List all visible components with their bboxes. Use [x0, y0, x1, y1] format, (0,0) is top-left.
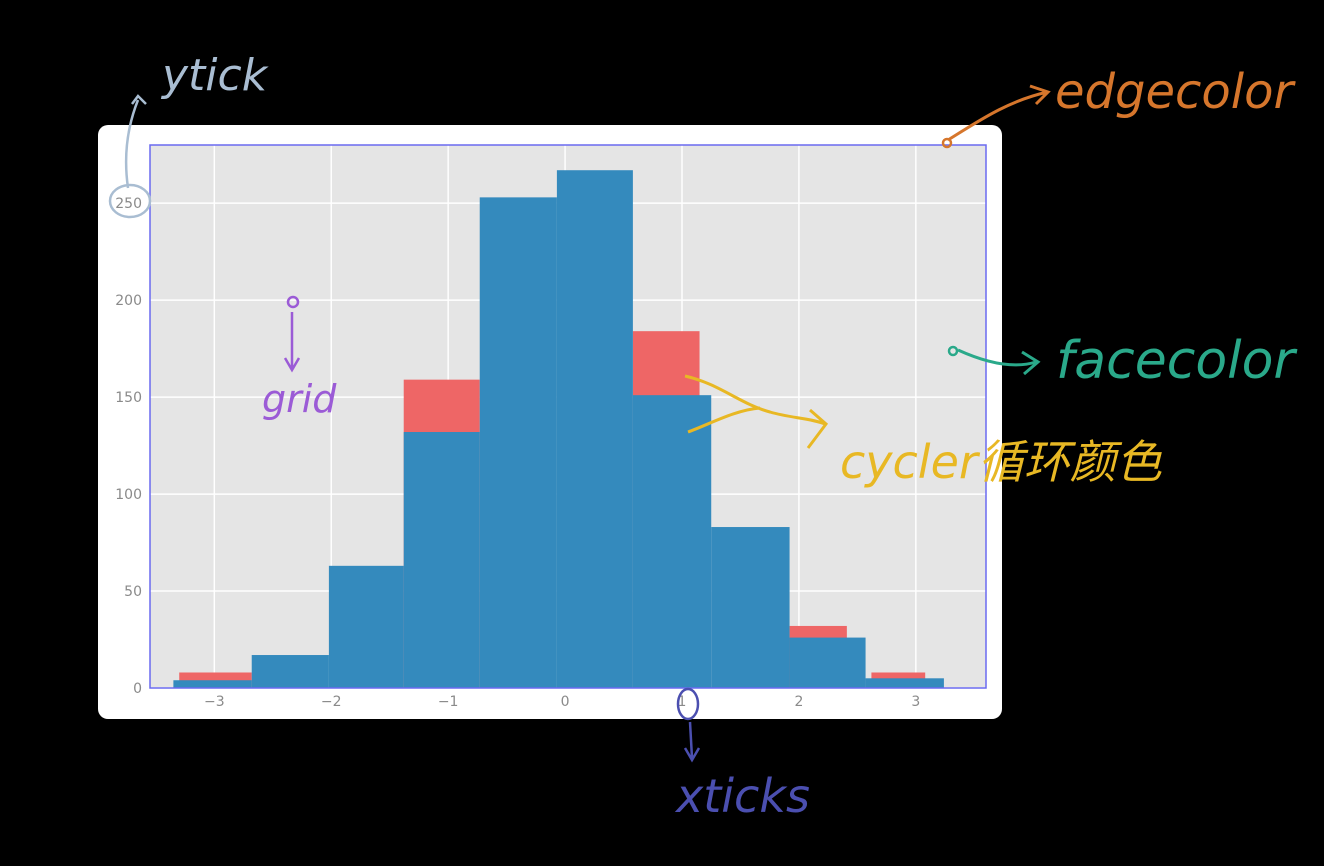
annotation-edgecolor-label: edgecolor — [1055, 64, 1296, 120]
annotation-edgecolor-dot — [941, 137, 953, 149]
annotation-xticks-arrow — [683, 721, 701, 763]
x-tick-labels: −3 −2 −1 0 1 2 3 — [204, 694, 920, 710]
annotation-yticks-circle — [108, 183, 152, 219]
annotation-xticks-label: xticks — [674, 769, 810, 823]
y-tick-label-3: 150 — [115, 390, 142, 406]
annotation-grid-dot — [286, 295, 300, 309]
bar-series-1-bin-1 — [251, 655, 329, 688]
annotation-edgecolor-arrow — [947, 84, 1051, 142]
y-tick-label-2: 100 — [115, 487, 142, 503]
annotation-cycler-label: cycler循环颜色 — [840, 435, 1163, 489]
annotation-xticks: xticks — [674, 687, 810, 823]
x-tick-label-2: −1 — [438, 694, 459, 710]
x-tick-label-5: 2 — [794, 694, 803, 710]
y-tick-labels: 0 50 100 150 200 250 — [115, 196, 142, 697]
annotation-yticks-arrow — [124, 94, 147, 189]
y-tick-label-5: 250 — [115, 196, 142, 212]
bar-series-1-bin-4 — [479, 197, 557, 688]
y-tick-label-0: 0 — [133, 681, 142, 697]
y-tick-label-4: 200 — [115, 293, 142, 309]
annotation-facecolor-arrow — [957, 348, 1041, 376]
x-tick-label-0: −3 — [204, 694, 225, 710]
x-tick-label-1: −2 — [321, 694, 342, 710]
annotation-facecolor-dot — [947, 345, 959, 357]
bar-series-1-bin-0 — [173, 680, 252, 688]
annotation-xticks-circle — [676, 687, 700, 721]
annotation-grid-arrow — [283, 312, 301, 373]
annotation-grid: grid — [262, 295, 337, 421]
bar-series-1-bin-8 — [789, 637, 866, 688]
x-tick-label-4: 1 — [678, 694, 687, 710]
annotation-facecolor: facecolor — [947, 331, 1298, 391]
annotation-edgecolor: edgecolor — [941, 64, 1296, 149]
annotation-grid-label: grid — [262, 377, 337, 421]
histogram-bars — [173, 170, 944, 689]
annotation-facecolor-label: facecolor — [1056, 331, 1298, 391]
bar-series-1-bin-7 — [711, 527, 790, 688]
bar-series-1-bin-9 — [865, 678, 944, 688]
bar-series-1-bin-3 — [403, 432, 480, 688]
bar-series-1-bin-6 — [632, 395, 712, 688]
axes-edgecolor-frame — [149, 144, 987, 689]
x-tick-label-3: 0 — [561, 694, 570, 710]
annotation-yticks-label: ytick — [160, 50, 269, 101]
y-tick-label-1: 50 — [124, 584, 142, 600]
annotation-cycler: cycler循环颜色 — [684, 374, 1163, 489]
bar-series-1-bin-5 — [556, 170, 633, 689]
annotation-yticks: ytick — [108, 50, 269, 219]
annotation-cycler-arrows — [684, 374, 829, 449]
bar-series-1-bin-2 — [328, 565, 404, 688]
x-tick-label-6: 3 — [911, 694, 920, 710]
